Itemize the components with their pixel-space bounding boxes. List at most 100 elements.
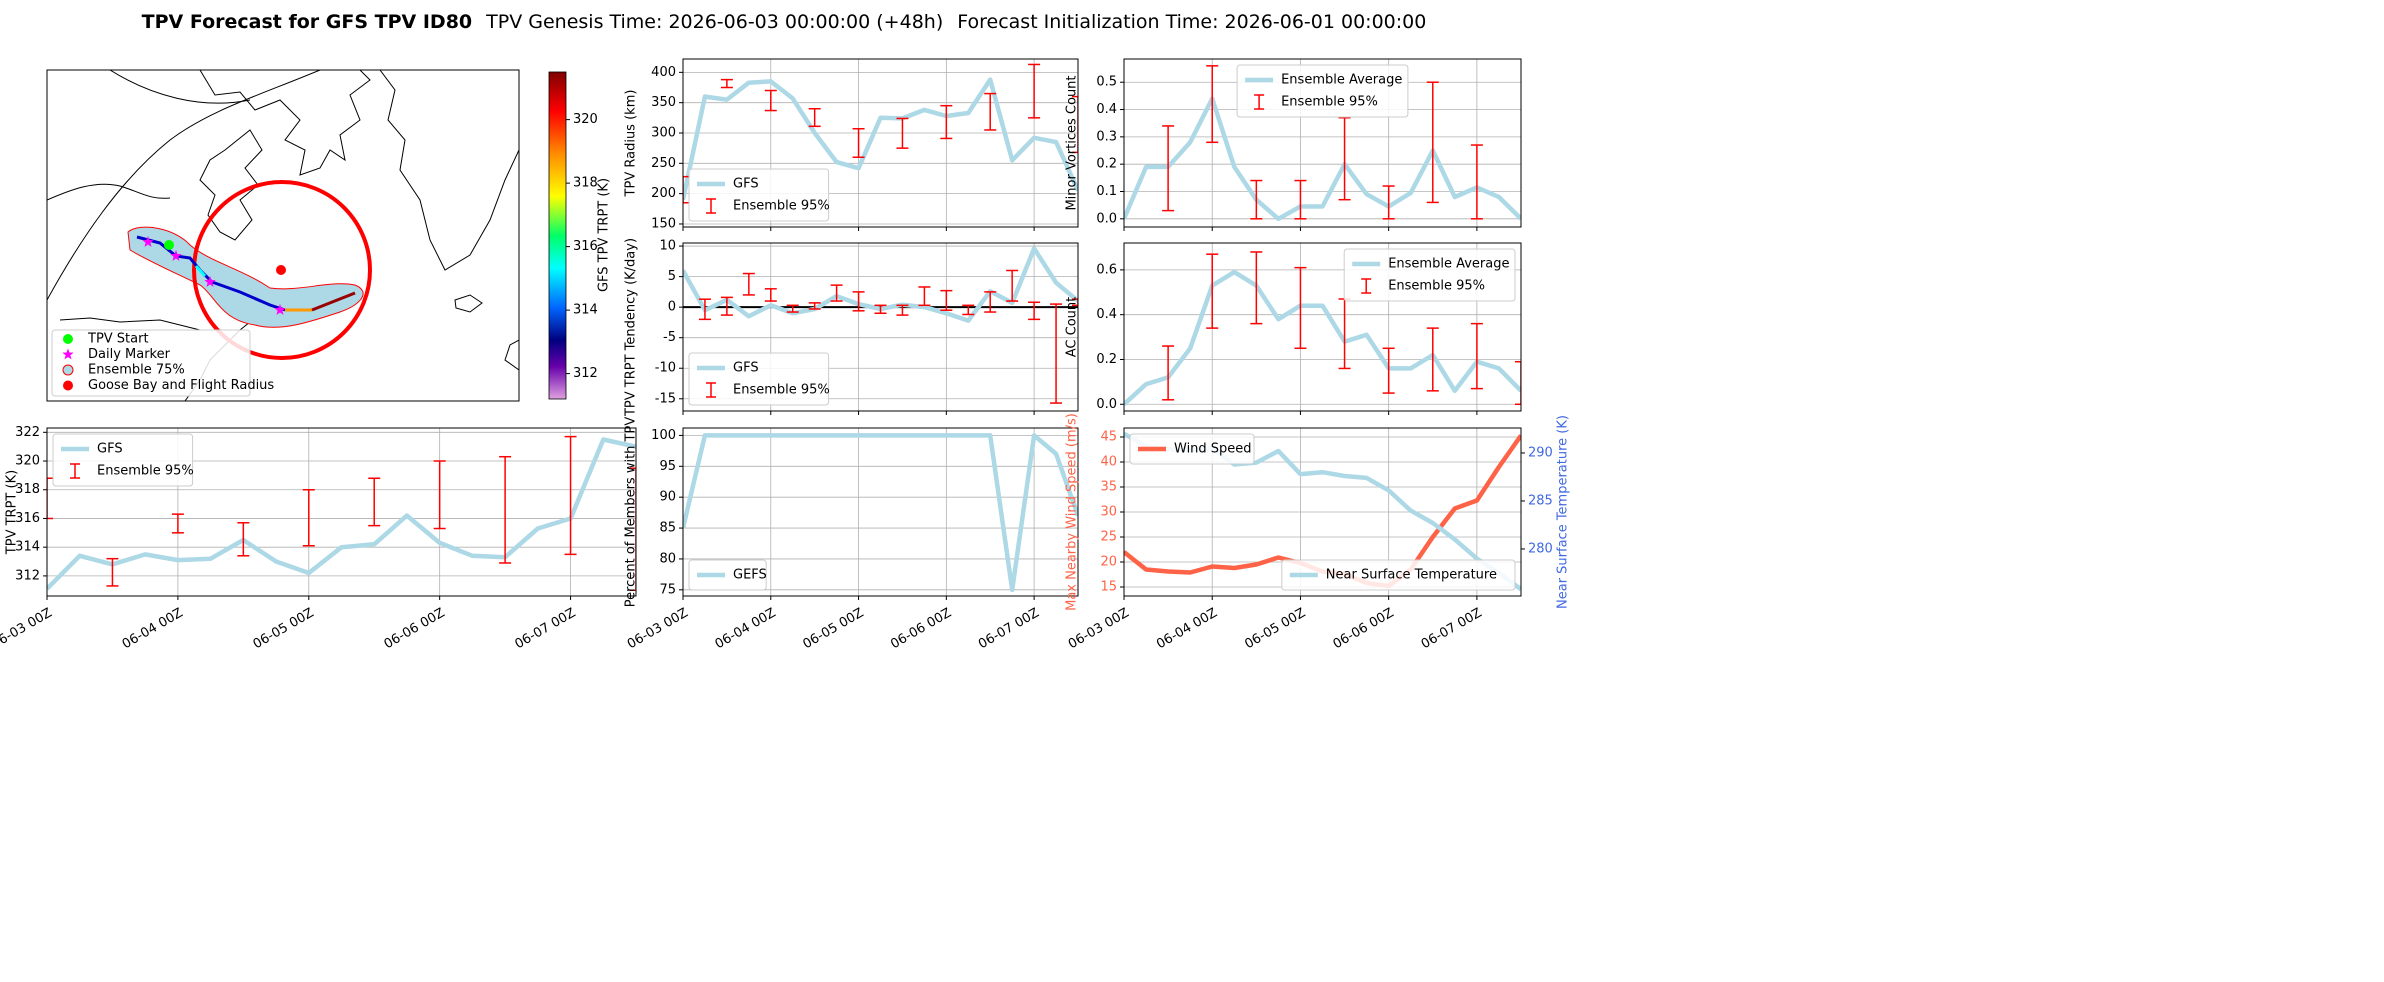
panel: 0.0 0.1 0.2 0.3 0.4 0.5 Minor Vortices Count En…	[1065, 58, 1522, 231]
series-line	[47, 437, 636, 591]
y-axis-label: AC Count	[1065, 297, 1080, 357]
y-tick-label: 250	[651, 156, 676, 171]
y-tick-label: 85	[659, 521, 676, 536]
legend-box	[1129, 433, 1255, 465]
y2-tick-label: 280	[1528, 541, 1553, 556]
coastline	[47, 70, 321, 301]
y-tick-label: 20	[1100, 555, 1117, 570]
colorbar-label: GFS TPV TRPT (K)	[597, 178, 612, 292]
legend-label: GFS	[733, 361, 759, 376]
y-axis-label: TPV TRPT Tendency (K/day)	[624, 238, 639, 417]
x-tick-label: 06-06 00Z	[382, 605, 448, 652]
track	[194, 264, 207, 278]
y-axis-label: Percent of Members with TPV	[624, 417, 639, 608]
x-tick-label: 06-04 00Z	[1154, 605, 1220, 652]
y2-tick-label: 290	[1528, 445, 1553, 460]
ensemble-75-area	[127, 226, 364, 328]
flight-radius	[192, 180, 372, 360]
map-frame	[46, 69, 520, 402]
panel: -15 -10 -5 0 5 10 TPV TRPT Tendency (K/day) GFS…	[624, 238, 1079, 417]
panel: 06-03 00Z 06-04 00Z 06-05 00Z 06-06 00Z 06-0…	[0, 425, 637, 652]
plot-area	[683, 246, 1078, 404]
x-tick-label: 06-06 00Z	[1331, 605, 1397, 652]
colorbar	[548, 71, 567, 400]
y-axis-label: TPV Radius (km)	[624, 90, 639, 198]
y-tick-label: 0.4	[1096, 307, 1117, 322]
y-tick-label: 30	[1100, 505, 1117, 520]
y-tick-label: 0.0	[1096, 397, 1117, 412]
colorbar-tick-label: 320	[573, 112, 598, 127]
y-tick-label: 200	[651, 186, 676, 201]
legend-box	[688, 559, 767, 591]
y-tick-label: 300	[651, 125, 676, 140]
y-tick-label: 10	[659, 239, 676, 254]
series-line	[1124, 269, 1521, 406]
legend-box	[1281, 559, 1516, 591]
tpv-start	[164, 240, 174, 250]
x-tick-label: 06-03 00Z	[0, 605, 55, 652]
series-line	[1124, 96, 1521, 222]
y-tick-label: 350	[651, 95, 676, 110]
colorbar-tick-label: 314	[573, 303, 598, 318]
y-tick-label: 90	[659, 490, 676, 505]
y-tick-label: 0.2	[1096, 157, 1117, 172]
y-tick-label: 0.2	[1096, 352, 1117, 367]
panel: 0.0 0.2 0.4 0.6 AC Count Ensemble Average Ense…	[1065, 242, 1522, 415]
legend-label: Daily Marker	[88, 347, 171, 362]
colorbar-tick-label: 318	[573, 176, 598, 191]
plot-area	[47, 435, 636, 592]
legend-label: Ensemble Average	[1281, 73, 1402, 88]
coastline	[59, 317, 201, 331]
y-tick-label: 5	[668, 269, 676, 284]
legend-label: Near Surface Temperature	[1326, 568, 1497, 583]
x-tick-label: 06-03 00Z	[625, 605, 691, 652]
map: GFS TPV TRPT (K)	[46, 69, 612, 402]
y2-tick-label: 285	[1528, 493, 1553, 508]
legend-box	[1343, 248, 1516, 302]
legend-marker	[62, 364, 74, 376]
y-tick-label: 0.5	[1096, 75, 1117, 90]
y-tick-label: 0	[668, 300, 676, 315]
x-tick-label: 06-07 00Z	[976, 605, 1042, 652]
axes-frame	[682, 242, 1079, 412]
plot-area	[1124, 65, 1521, 222]
plot-area	[683, 433, 1078, 593]
legend-label: Ensemble 75%	[88, 363, 185, 378]
y-tick-label: 75	[659, 582, 676, 597]
legend-label: GEFS	[733, 568, 767, 583]
plot-area	[683, 63, 1078, 204]
legend-label: Wind Speed	[1174, 442, 1252, 457]
y-tick-label: 0.6	[1096, 262, 1117, 277]
legend-label: Ensemble Average	[1388, 257, 1509, 272]
y-tick-label: 35	[1100, 480, 1117, 495]
y-axis-label: TPV TRPT (K)	[5, 470, 20, 555]
colorbar-tick-label: 316	[573, 239, 598, 254]
axes-frame	[1123, 58, 1522, 228]
title-init: Forecast Initialization Time: 2026-06-01…	[957, 11, 1426, 33]
series-line	[683, 433, 1078, 593]
europe	[504, 339, 519, 371]
y-tick-label: -5	[663, 330, 676, 345]
track	[311, 291, 356, 312]
x-tick-label: 06-06 00Z	[888, 605, 954, 652]
y-tick-label: 314	[15, 540, 40, 555]
y-tick-label: 400	[651, 65, 676, 80]
y-tick-label: 100	[651, 428, 676, 443]
map-legend	[51, 329, 251, 397]
axes-frame	[1123, 242, 1522, 412]
legend-label: Ensemble 95%	[1388, 279, 1485, 294]
y-tick-label: 0.3	[1096, 129, 1117, 144]
coastline	[109, 70, 251, 104]
x-tick-label: 06-07 00Z	[512, 605, 578, 652]
x-tick-label: 06-07 00Z	[1419, 605, 1485, 652]
y2-axis-label: Near Surface Temperature (K)	[1556, 415, 1571, 609]
x-tick-label: 06-03 00Z	[1066, 605, 1132, 652]
y-axis-label: Max Nearby Wind Speed (m/s)	[1065, 413, 1080, 611]
x-tick-label: 06-05 00Z	[800, 605, 866, 652]
legend-label: TPV Start	[87, 332, 149, 347]
y-tick-label: 80	[659, 551, 676, 566]
y-tick-label: 0.4	[1096, 102, 1117, 117]
legend-marker	[63, 380, 73, 391]
